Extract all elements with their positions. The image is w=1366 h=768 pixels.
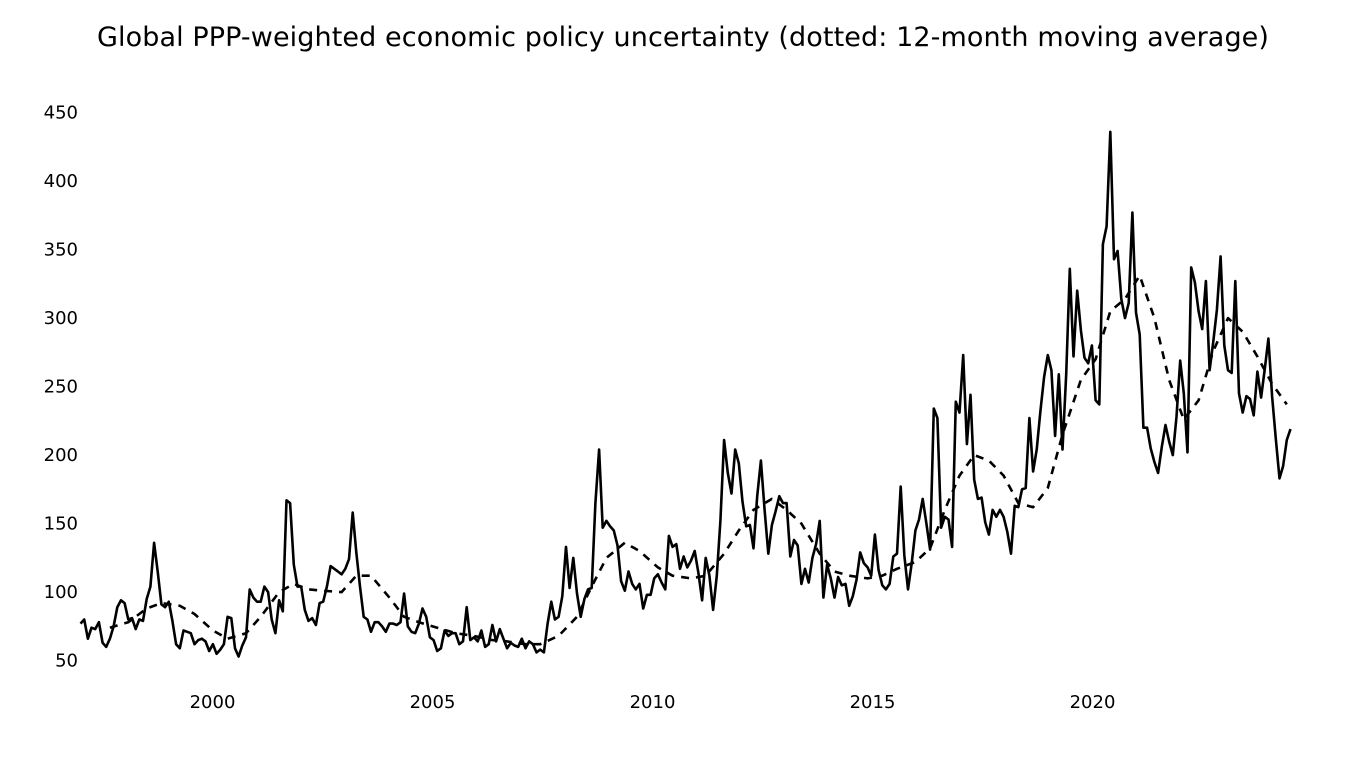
y-tick-label: 100 [44,582,78,603]
plot-lines [79,130,1292,658]
chart-title: Global PPP-weighted economic policy unce… [96,22,1270,53]
y-tick-label: 50 [55,651,78,672]
y-tick-label: 150 [44,514,78,535]
y-tick-label: 450 [44,103,78,124]
x-tick-label: 2010 [630,692,676,713]
x-tick-label: 2015 [850,692,896,713]
y-tick-label: 400 [44,171,78,192]
y-tick-label: 200 [44,445,78,466]
y-axis-ticks: 50 100 150 200 250 300 350 400 450 [44,103,78,672]
epu-index-line [79,130,1292,658]
moving-average-line [109,274,1288,646]
y-tick-label: 300 [44,308,78,329]
x-tick-label: 2020 [1070,692,1116,713]
x-axis-ticks: 2000 2005 2010 2015 2020 [190,692,1116,713]
y-tick-label: 250 [44,377,78,398]
x-tick-label: 2005 [410,692,456,713]
x-tick-label: 2000 [190,692,236,713]
y-tick-label: 350 [44,240,78,261]
